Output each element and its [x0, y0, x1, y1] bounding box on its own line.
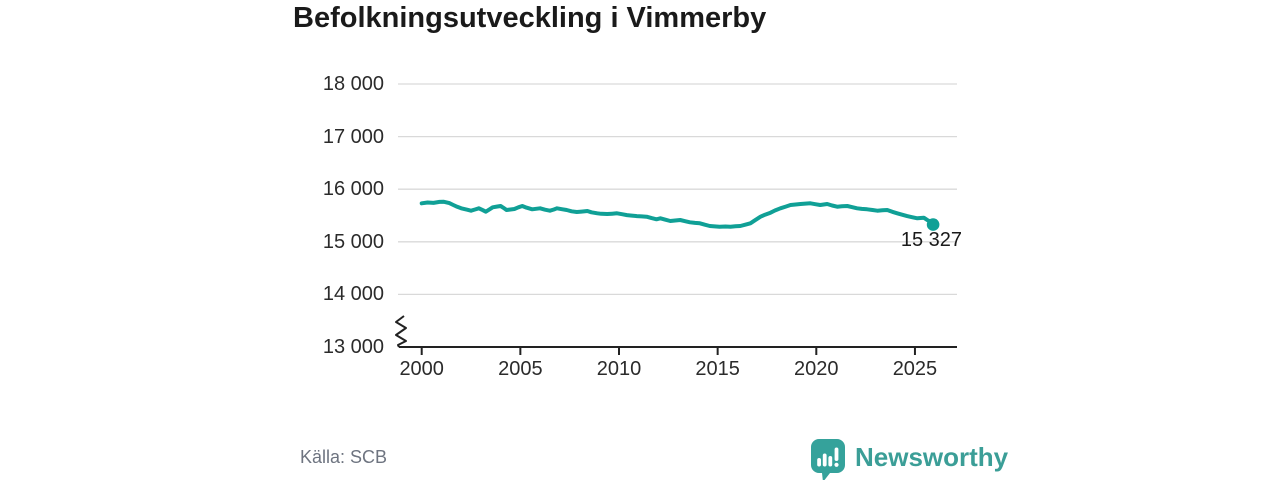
source-label: Källa: SCB	[300, 447, 388, 467]
chart-title: Befolkningsutveckling i Vimmerby	[293, 2, 767, 34]
population-line	[419, 199, 936, 229]
y-tick-label: 14 000	[322, 283, 384, 306]
y-tick-label: 17 000	[322, 125, 384, 148]
speech-bubble-shape	[811, 439, 845, 480]
newsworthy-bubble-chart-icon	[810, 438, 846, 480]
x-tick-label: 2020	[794, 358, 839, 380]
last-value-label: 15 327	[900, 229, 962, 251]
x-tick-label: 2025	[892, 358, 938, 380]
last-point-marker	[926, 218, 940, 231]
newsworthy-logo: Newsworthy	[810, 438, 1008, 480]
x-tick-label: 2005	[498, 358, 543, 380]
y-tick-label: 13 000	[322, 336, 384, 358]
x-tick-label: 2000	[399, 358, 444, 380]
x-tick-label: 2015	[695, 358, 740, 380]
y-tick-label: 16 000	[322, 178, 384, 201]
x-tick-label: 2010	[596, 358, 642, 380]
y-tick-label: 18 000	[322, 73, 384, 95]
newsworthy-wordmark: Newsworthy	[855, 442, 1009, 472]
y-tick-label: 15 000	[322, 230, 384, 253]
axis-break-icon	[395, 315, 407, 348]
